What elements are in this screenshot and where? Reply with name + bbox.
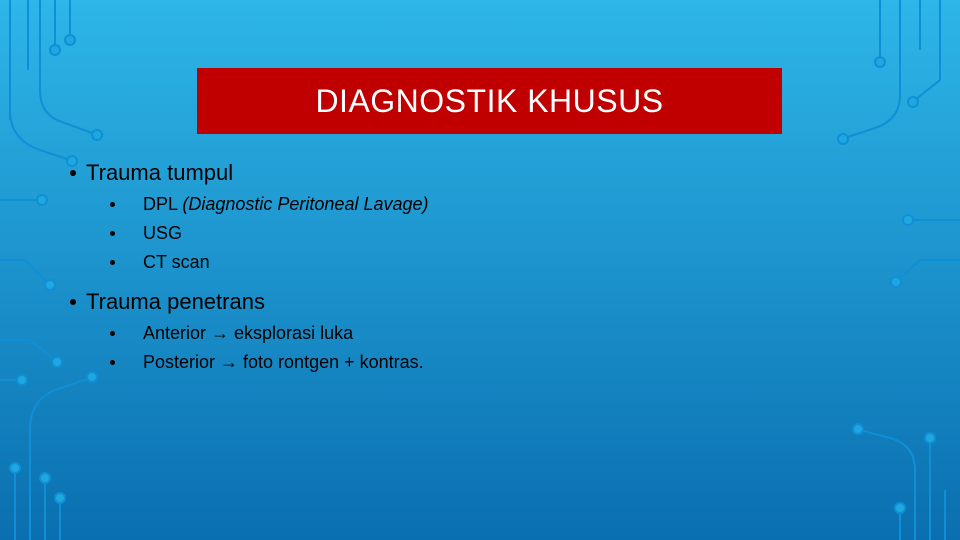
- list-item-lvl1: Trauma tumpul: [70, 160, 898, 186]
- body-list: Trauma tumpul DPL (Diagnostic Peritoneal …: [62, 134, 898, 389]
- bullet-icon: [110, 331, 115, 336]
- list-item-label: DPL (Diagnostic Peritoneal Lavage): [143, 194, 429, 215]
- title-bar: DIAGNOSTIK KHUSUS: [197, 68, 782, 134]
- list-item-lvl2: CT scan: [110, 252, 898, 273]
- bullet-icon: [70, 170, 76, 176]
- list-item-label: USG: [143, 223, 182, 244]
- bullet-icon: [110, 260, 115, 265]
- bullet-icon: [70, 299, 76, 305]
- bullet-icon: [110, 360, 115, 365]
- slide-title: DIAGNOSTIK KHUSUS: [315, 83, 663, 120]
- bullet-icon: [110, 231, 115, 236]
- list-item-label: Anterior → eksplorasi luka: [143, 323, 353, 344]
- list-item-lvl2: Posterior → foto rontgen + kontras.: [110, 352, 898, 373]
- list-item-lvl1: Trauma penetrans: [70, 289, 898, 315]
- content-panel: DIAGNOSTIK KHUSUS Trauma tumpul DPL (Diag…: [62, 68, 898, 472]
- list-item-label: Trauma tumpul: [86, 160, 233, 186]
- list-item-label: Trauma penetrans: [86, 289, 265, 315]
- list-item-lvl2: Anterior → eksplorasi luka: [110, 323, 898, 344]
- list-item-lvl2: USG: [110, 223, 898, 244]
- list-item-label: Posterior → foto rontgen + kontras.: [143, 352, 424, 373]
- sublist: Anterior → eksplorasi luka Posterior → fo…: [70, 323, 898, 389]
- list-item-lvl2: DPL (Diagnostic Peritoneal Lavage): [110, 194, 898, 215]
- sublist: DPL (Diagnostic Peritoneal Lavage) USG CT …: [70, 194, 898, 289]
- slide: DIAGNOSTIK KHUSUS Trauma tumpul DPL (Diag…: [0, 0, 960, 540]
- list-item-label: CT scan: [143, 252, 210, 273]
- bullet-icon: [110, 202, 115, 207]
